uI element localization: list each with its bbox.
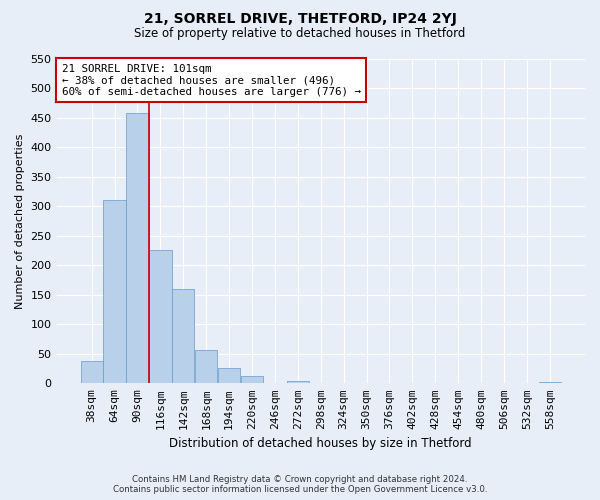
Bar bbox=[127, 113, 149, 384]
Y-axis label: Number of detached properties: Number of detached properties bbox=[15, 134, 25, 309]
Bar bbox=[149, 250, 172, 384]
X-axis label: Distribution of detached houses by size in Thetford: Distribution of detached houses by size … bbox=[169, 437, 472, 450]
Bar bbox=[103, 200, 125, 384]
Text: Contains HM Land Registry data © Crown copyright and database right 2024.
Contai: Contains HM Land Registry data © Crown c… bbox=[113, 474, 487, 494]
Bar bbox=[195, 350, 217, 384]
Text: 21 SORREL DRIVE: 101sqm
← 38% of detached houses are smaller (496)
60% of semi-d: 21 SORREL DRIVE: 101sqm ← 38% of detache… bbox=[62, 64, 361, 97]
Bar bbox=[287, 381, 309, 384]
Bar bbox=[539, 382, 561, 384]
Text: 21, SORREL DRIVE, THETFORD, IP24 2YJ: 21, SORREL DRIVE, THETFORD, IP24 2YJ bbox=[143, 12, 457, 26]
Text: Size of property relative to detached houses in Thetford: Size of property relative to detached ho… bbox=[134, 28, 466, 40]
Bar bbox=[218, 368, 240, 384]
Bar bbox=[80, 361, 103, 384]
Bar bbox=[172, 289, 194, 384]
Bar bbox=[241, 376, 263, 384]
